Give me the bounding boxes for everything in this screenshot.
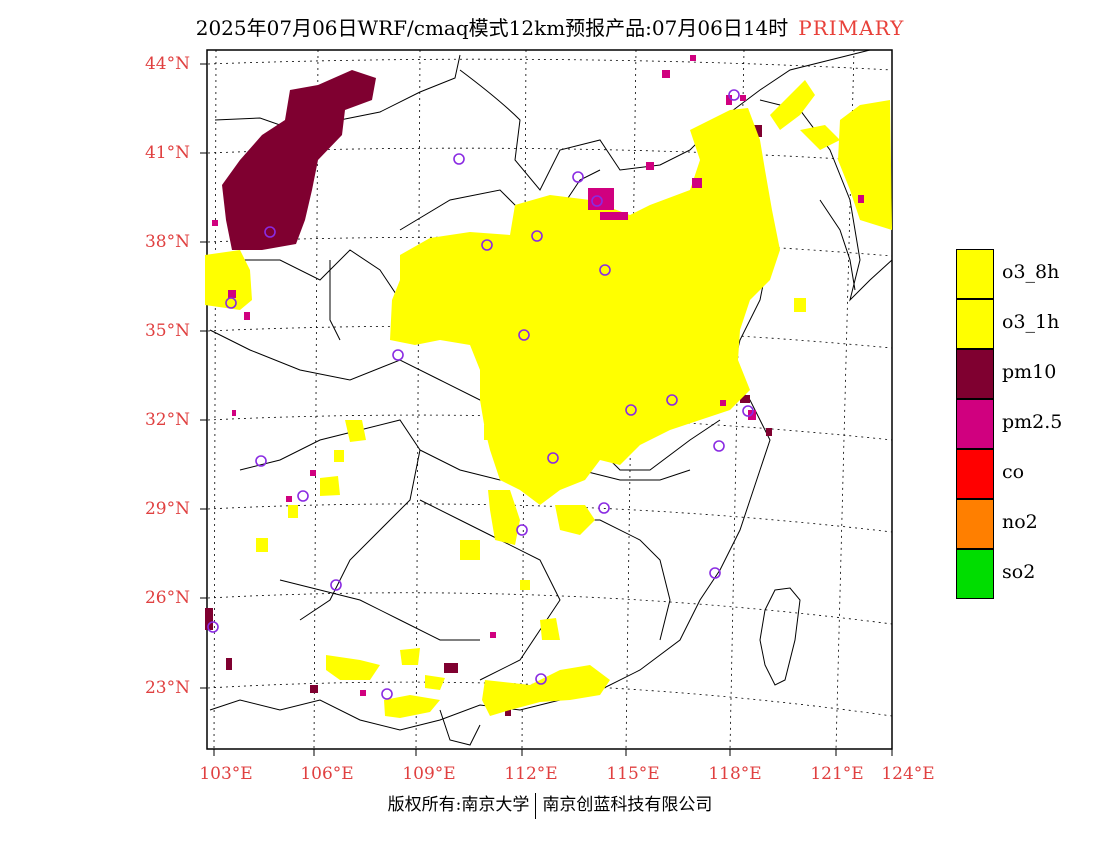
lat-label-32: 32°N <box>144 410 190 430</box>
legend-swatch <box>956 249 994 299</box>
legend-label: pm10 <box>1002 361 1057 383</box>
legend-swatch <box>956 449 994 499</box>
legend-label: so2 <box>1002 561 1036 583</box>
station-markers <box>207 89 754 700</box>
legend-item-pm10: pm10 <box>956 349 1076 399</box>
legend-item-pm25: pm2.5 <box>956 399 1076 449</box>
copyright-left: 版权所有:南京大学 <box>387 795 530 815</box>
legend-item-o3-1h: o3_1h <box>956 299 1076 349</box>
legend-swatch <box>956 349 994 399</box>
legend-swatch <box>956 549 994 599</box>
map-title: 2025年07月06日WRF/cmaq模式12km预报产品:07月06日14时 P… <box>0 12 1100 41</box>
lon-label-115: 115°E <box>606 764 660 784</box>
o3-area <box>205 80 892 718</box>
lon-label-103: 103°E <box>199 764 253 784</box>
legend-label: o3_1h <box>1002 311 1060 333</box>
lat-label-41: 41°N <box>144 143 190 163</box>
footer-separator <box>535 792 537 819</box>
title-tag: PRIMARY <box>798 16 905 40</box>
axis-ticks <box>200 63 893 756</box>
lat-label-29: 29°N <box>144 499 190 519</box>
legend-swatch <box>956 499 994 549</box>
title-text: 2025年07月06日WRF/cmaq模式12km预报产品:07月06日14时 <box>195 16 789 40</box>
legend-item-no2: no2 <box>956 499 1076 549</box>
legend-swatch <box>956 399 994 449</box>
lon-label-124: 124°E <box>881 764 935 784</box>
lat-label-44: 44°N <box>144 54 190 74</box>
legend-label: no2 <box>1002 511 1038 533</box>
lon-label-118: 118°E <box>708 764 762 784</box>
legend-swatch <box>956 299 994 349</box>
lat-label-26: 26°N <box>144 588 190 608</box>
legend-label: pm2.5 <box>1002 411 1063 433</box>
lat-label-35: 35°N <box>144 321 190 341</box>
lon-label-109: 109°E <box>402 764 456 784</box>
copyright-right: 南京创蓝科技有限公司 <box>542 795 713 815</box>
lon-label-106: 106°E <box>300 764 354 784</box>
lon-label-121: 121°E <box>810 764 864 784</box>
legend-item-so2: so2 <box>956 549 1076 599</box>
lon-label-112: 112°E <box>504 764 558 784</box>
legend: o3_8h o3_1h pm10 pm2.5 co no2 so2 <box>956 249 1076 599</box>
legend-label: o3_8h <box>1002 261 1060 283</box>
copyright-footer: 版权所有:南京大学 南京创蓝科技有限公司 <box>0 790 1100 819</box>
lat-label-38: 38°N <box>144 232 190 252</box>
legend-item-o3-8h: o3_8h <box>956 249 1076 299</box>
legend-item-co: co <box>956 449 1076 499</box>
lat-label-23: 23°N <box>144 678 190 698</box>
legend-label: co <box>1002 461 1025 483</box>
